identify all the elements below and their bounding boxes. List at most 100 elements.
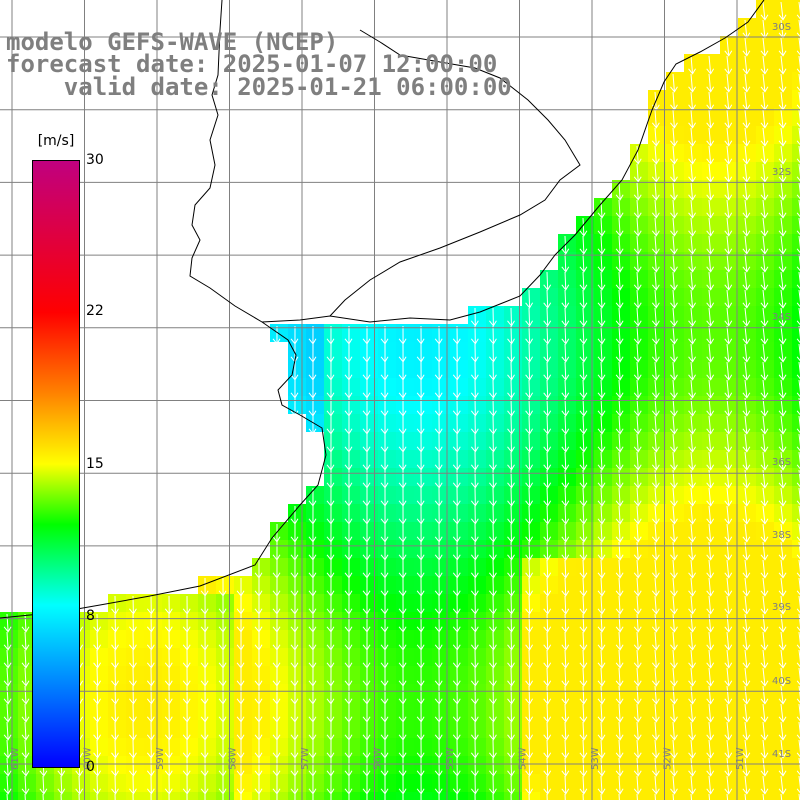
wind-arrow [778, 415, 787, 435]
wind-arrow [525, 721, 534, 741]
wind-arrow [362, 667, 371, 687]
coastline [0, 0, 327, 619]
wind-arrow [670, 649, 678, 669]
field-cell [648, 126, 666, 144]
field-cell [36, 792, 54, 800]
field-cell [18, 720, 36, 738]
wind-arrow [398, 775, 407, 795]
wind-arrow [380, 559, 389, 579]
wind-arrow [326, 325, 335, 345]
field-cell [648, 720, 666, 738]
field-cell [288, 684, 306, 702]
wind-arrow [308, 505, 317, 525]
wind-arrow [615, 505, 624, 525]
field-cell [450, 486, 468, 504]
field-cell [630, 306, 648, 324]
wind-arrow [724, 163, 733, 183]
field-cell [162, 594, 180, 612]
wind-arrow [579, 415, 588, 435]
field-cell [558, 738, 576, 756]
field-cell [612, 594, 630, 612]
field-cell [756, 684, 774, 702]
wind-arrow [3, 757, 12, 777]
wind-arrow [633, 361, 642, 381]
wind-arrow [452, 559, 461, 579]
field-cell [684, 576, 702, 594]
wind-arrow [402, 793, 404, 800]
wind-arrow [633, 289, 642, 309]
wind-arrow [778, 685, 787, 705]
field-cell [702, 342, 720, 360]
field-cell [486, 306, 504, 324]
field-cell [180, 594, 198, 612]
field-cell [450, 432, 468, 450]
wind-arrow [525, 415, 534, 435]
wind-arrow [706, 775, 715, 795]
field-cell [648, 378, 666, 396]
wind-arrow [200, 703, 209, 723]
wind-arrow [452, 505, 461, 525]
wind-arrow [796, 757, 800, 776]
field-cell [702, 558, 720, 576]
field-cell [684, 522, 702, 540]
wind-arrow [254, 775, 263, 795]
field-cell [774, 720, 792, 738]
wind-arrow [579, 505, 588, 525]
wind-arrow [636, 793, 638, 800]
wind-arrow [706, 631, 715, 651]
wind-arrow [326, 667, 335, 687]
wind-arrow [796, 631, 800, 650]
field-cell [738, 288, 756, 306]
wind-arrow [724, 325, 733, 345]
field-cell [738, 630, 756, 648]
field-cell [666, 198, 684, 216]
wind-arrow [489, 559, 497, 579]
field-cell [702, 72, 720, 90]
wind-arrow [688, 685, 696, 705]
field-cell [450, 774, 468, 792]
wind-arrow [21, 613, 30, 633]
field-cell [396, 666, 414, 684]
wind-arrow [182, 775, 191, 795]
wind-arrow [434, 433, 443, 453]
field-cell [396, 468, 414, 486]
field-cell [504, 432, 522, 450]
wind-arrow [348, 793, 350, 800]
wind-arrow [507, 685, 515, 705]
field-cell [594, 684, 612, 702]
field-cell [486, 558, 504, 576]
field-cell [774, 702, 792, 720]
field-cell [594, 576, 612, 594]
field-cell [540, 612, 558, 630]
wind-arrow [615, 703, 624, 723]
field-cell [432, 648, 450, 666]
field-cell [252, 684, 270, 702]
wind-arrow [706, 739, 715, 759]
field-cell [738, 540, 756, 558]
field-cell [702, 198, 720, 216]
wind-arrow [688, 433, 696, 453]
field-cell [540, 792, 558, 800]
field-cell [468, 684, 486, 702]
wind-arrow [362, 415, 371, 435]
field-cell [720, 126, 738, 144]
wind-arrow [308, 685, 317, 705]
field-cell [738, 306, 756, 324]
field-cell [774, 180, 792, 198]
field-cell [342, 684, 360, 702]
wind-arrow [398, 451, 407, 471]
wind-arrow [615, 307, 624, 327]
field-cell [666, 126, 684, 144]
wind-arrow [380, 631, 389, 651]
wind-arrow [597, 415, 606, 435]
field-cell [594, 648, 612, 666]
field-cell [396, 342, 414, 360]
field-cell [468, 594, 486, 612]
field-cell [774, 486, 792, 504]
wind-arrow [489, 505, 497, 525]
wind-arrow [470, 721, 479, 741]
wind-arrow [398, 523, 407, 543]
wind-arrow [778, 343, 787, 363]
wind-arrow [796, 181, 800, 200]
field-cell [90, 612, 108, 630]
